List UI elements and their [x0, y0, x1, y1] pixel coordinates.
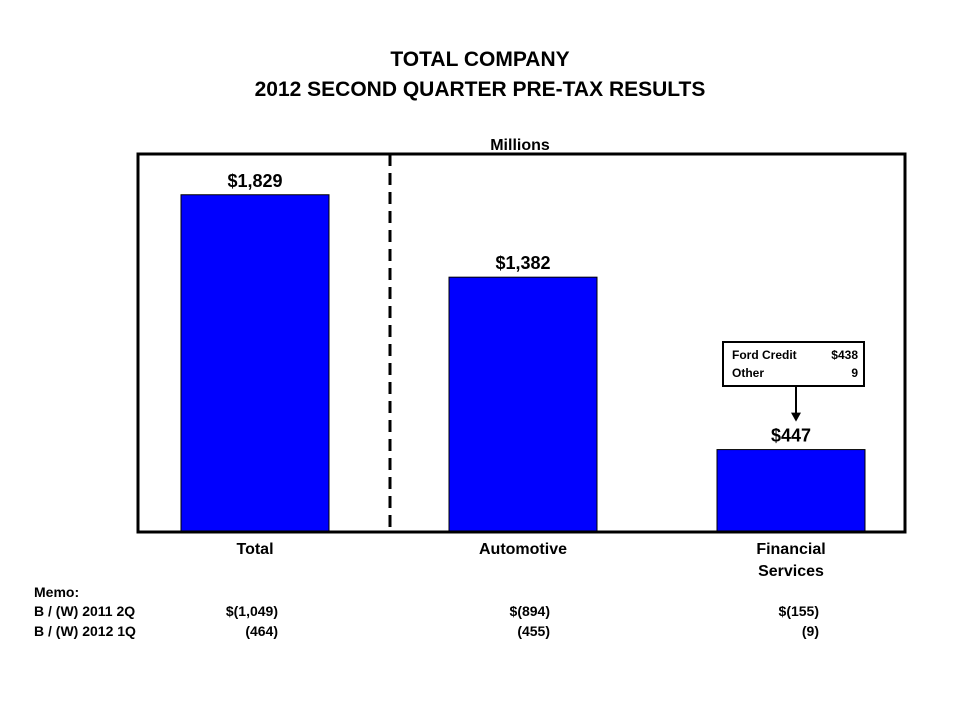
bar-financial-services — [716, 449, 866, 533]
annotation-box — [722, 341, 865, 387]
category-label-financial-services: Services — [758, 563, 824, 580]
memo-value-automotive: (455) — [517, 623, 550, 639]
memo-value-automotive: $(894) — [509, 603, 550, 619]
annotation-value: 9 — [851, 366, 858, 380]
memo-value-financial-services: (9) — [801, 623, 819, 639]
memo-value-total: (464) — [245, 623, 278, 639]
bar-automotive — [448, 276, 598, 533]
value-label-total: $1,829 — [227, 171, 282, 191]
bar-total — [180, 194, 330, 533]
memo-row-label: B / (W) 2011 2Q — [34, 603, 136, 619]
category-label-total: Total — [236, 541, 273, 558]
category-label-automotive: Automotive — [479, 541, 567, 558]
chart-title-line2: 2012 SECOND QUARTER PRE-TAX RESULTS — [254, 78, 706, 101]
memo-row-label: B / (W) 2012 1Q — [34, 623, 136, 639]
annotation-value: $438 — [831, 348, 858, 362]
annotation-label: Ford Credit — [732, 348, 797, 362]
category-label-financial-services: Financial — [756, 541, 825, 558]
memo-value-financial-services: $(155) — [778, 603, 819, 619]
value-label-financial-services: $447 — [771, 426, 811, 446]
units-label: Millions — [490, 137, 550, 154]
annotation-arrowhead — [791, 412, 801, 422]
memo-value-total: $(1,049) — [225, 603, 278, 619]
annotation-label: Other — [732, 366, 764, 380]
value-label-automotive: $1,382 — [495, 253, 550, 273]
chart-title-line1: TOTAL COMPANY — [390, 48, 570, 71]
bar-chart: Millions $1,829 $1,382 $447 Total Automotive F… — [136, 137, 907, 580]
memo-heading: Memo: — [34, 584, 80, 600]
plot-frame — [136, 152, 907, 534]
